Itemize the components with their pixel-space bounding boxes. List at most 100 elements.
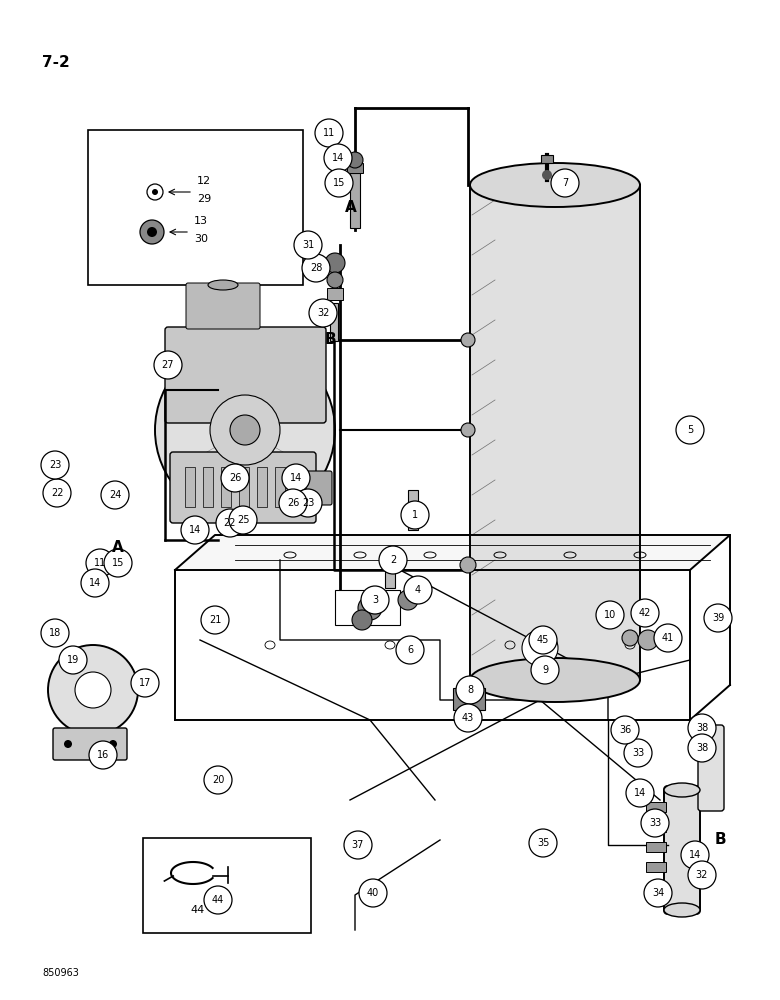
Text: 7-2: 7-2 <box>42 55 69 70</box>
Circle shape <box>631 599 659 627</box>
Circle shape <box>230 415 260 445</box>
Circle shape <box>294 231 322 259</box>
Circle shape <box>64 740 72 748</box>
Text: 41: 41 <box>662 633 674 643</box>
Circle shape <box>398 590 418 610</box>
Text: 11: 11 <box>94 558 106 568</box>
Text: 34: 34 <box>652 888 664 898</box>
Text: 45: 45 <box>537 635 549 645</box>
Text: 11: 11 <box>323 128 335 138</box>
Circle shape <box>361 586 389 614</box>
Circle shape <box>596 601 624 629</box>
Circle shape <box>401 501 429 529</box>
Circle shape <box>461 423 475 437</box>
Circle shape <box>41 619 69 647</box>
Text: 7: 7 <box>562 178 568 188</box>
Text: 44: 44 <box>212 895 224 905</box>
Circle shape <box>704 604 732 632</box>
Text: 18: 18 <box>49 628 61 638</box>
Text: 15: 15 <box>112 558 124 568</box>
Circle shape <box>294 489 322 517</box>
FancyBboxPatch shape <box>698 725 724 811</box>
Circle shape <box>638 630 658 650</box>
Text: 6: 6 <box>407 645 413 655</box>
Bar <box>275 467 285 507</box>
Text: 28: 28 <box>310 263 322 273</box>
Circle shape <box>379 546 407 574</box>
Circle shape <box>327 272 343 288</box>
Bar <box>293 467 303 507</box>
Bar <box>88 130 303 285</box>
Text: 26: 26 <box>287 498 300 508</box>
Circle shape <box>344 831 372 859</box>
Circle shape <box>43 479 71 507</box>
Circle shape <box>531 656 559 684</box>
Circle shape <box>204 766 232 794</box>
Text: 38: 38 <box>696 723 708 733</box>
Circle shape <box>522 630 558 666</box>
Polygon shape <box>175 535 730 570</box>
Circle shape <box>688 714 716 742</box>
Bar <box>646 862 666 872</box>
Circle shape <box>622 630 638 646</box>
Text: 17: 17 <box>139 678 151 688</box>
Text: 23: 23 <box>302 498 314 508</box>
Circle shape <box>101 481 129 509</box>
Circle shape <box>542 170 552 180</box>
Circle shape <box>216 509 244 537</box>
Bar <box>239 467 249 507</box>
Text: 23: 23 <box>49 460 61 470</box>
Text: 29: 29 <box>197 194 211 204</box>
Circle shape <box>396 636 424 664</box>
Circle shape <box>529 626 557 654</box>
Circle shape <box>644 879 672 907</box>
Text: 12: 12 <box>197 176 211 186</box>
FancyBboxPatch shape <box>170 452 316 523</box>
Text: 42: 42 <box>639 608 651 618</box>
Circle shape <box>624 739 652 767</box>
Text: 36: 36 <box>619 725 631 735</box>
Circle shape <box>201 606 229 634</box>
Text: 21: 21 <box>209 615 222 625</box>
Text: B: B <box>324 332 336 348</box>
Text: 19: 19 <box>67 655 79 665</box>
Bar <box>203 467 213 507</box>
Text: 14: 14 <box>634 788 646 798</box>
Text: 39: 39 <box>712 613 724 623</box>
Circle shape <box>131 669 159 697</box>
Text: 38: 38 <box>696 743 708 753</box>
FancyBboxPatch shape <box>186 283 260 329</box>
Text: 13: 13 <box>194 216 208 226</box>
Bar <box>327 288 343 300</box>
Circle shape <box>152 189 158 195</box>
Ellipse shape <box>664 783 700 797</box>
FancyBboxPatch shape <box>165 327 326 423</box>
Circle shape <box>456 676 484 704</box>
Circle shape <box>325 169 353 197</box>
Circle shape <box>626 779 654 807</box>
Circle shape <box>221 464 249 492</box>
Circle shape <box>204 886 232 914</box>
Text: 14: 14 <box>689 850 701 860</box>
FancyBboxPatch shape <box>53 728 127 760</box>
Circle shape <box>358 596 382 620</box>
Bar <box>257 467 267 507</box>
Text: 32: 32 <box>317 308 329 318</box>
Text: 37: 37 <box>352 840 364 850</box>
Circle shape <box>75 672 111 708</box>
Bar <box>185 467 195 507</box>
Circle shape <box>41 451 69 479</box>
Circle shape <box>347 152 363 168</box>
Text: 2: 2 <box>390 555 396 565</box>
Circle shape <box>210 395 280 465</box>
Text: 24: 24 <box>109 490 121 500</box>
Text: 14: 14 <box>89 578 101 588</box>
Ellipse shape <box>470 658 640 702</box>
Circle shape <box>282 464 310 492</box>
Text: 14: 14 <box>189 525 201 535</box>
Bar <box>330 303 338 341</box>
Circle shape <box>59 646 87 674</box>
Text: 22: 22 <box>51 488 63 498</box>
Bar <box>335 590 400 625</box>
Circle shape <box>551 169 579 197</box>
